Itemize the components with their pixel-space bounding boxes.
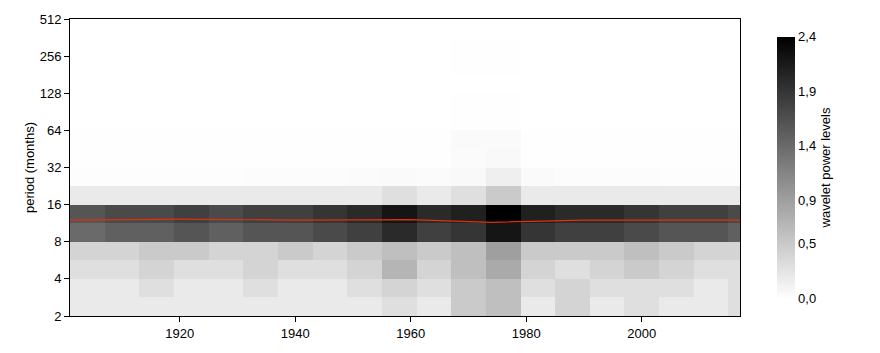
svg-text:2: 2 <box>54 309 61 324</box>
svg-text:64: 64 <box>47 123 61 138</box>
svg-text:256: 256 <box>40 49 62 64</box>
svg-text:0,0: 0,0 <box>798 291 816 306</box>
svg-text:1940: 1940 <box>281 326 310 341</box>
svg-text:4: 4 <box>54 271 61 286</box>
svg-text:0,5: 0,5 <box>798 236 816 251</box>
svg-text:wavelet power levels: wavelet power levels <box>818 107 833 228</box>
svg-text:128: 128 <box>40 86 62 101</box>
svg-text:1,9: 1,9 <box>798 84 816 99</box>
svg-text:512: 512 <box>40 12 62 27</box>
svg-text:0,9: 0,9 <box>798 193 816 208</box>
svg-text:period (months): period (months) <box>22 122 37 213</box>
svg-text:1980: 1980 <box>512 326 541 341</box>
svg-text:2,4: 2,4 <box>798 29 816 44</box>
svg-text:32: 32 <box>47 160 61 175</box>
svg-text:8: 8 <box>54 234 61 249</box>
svg-text:1960: 1960 <box>396 326 425 341</box>
svg-text:1,4: 1,4 <box>798 138 816 153</box>
svg-text:2000: 2000 <box>627 326 656 341</box>
svg-text:1920: 1920 <box>165 326 194 341</box>
svg-text:16: 16 <box>47 197 61 212</box>
